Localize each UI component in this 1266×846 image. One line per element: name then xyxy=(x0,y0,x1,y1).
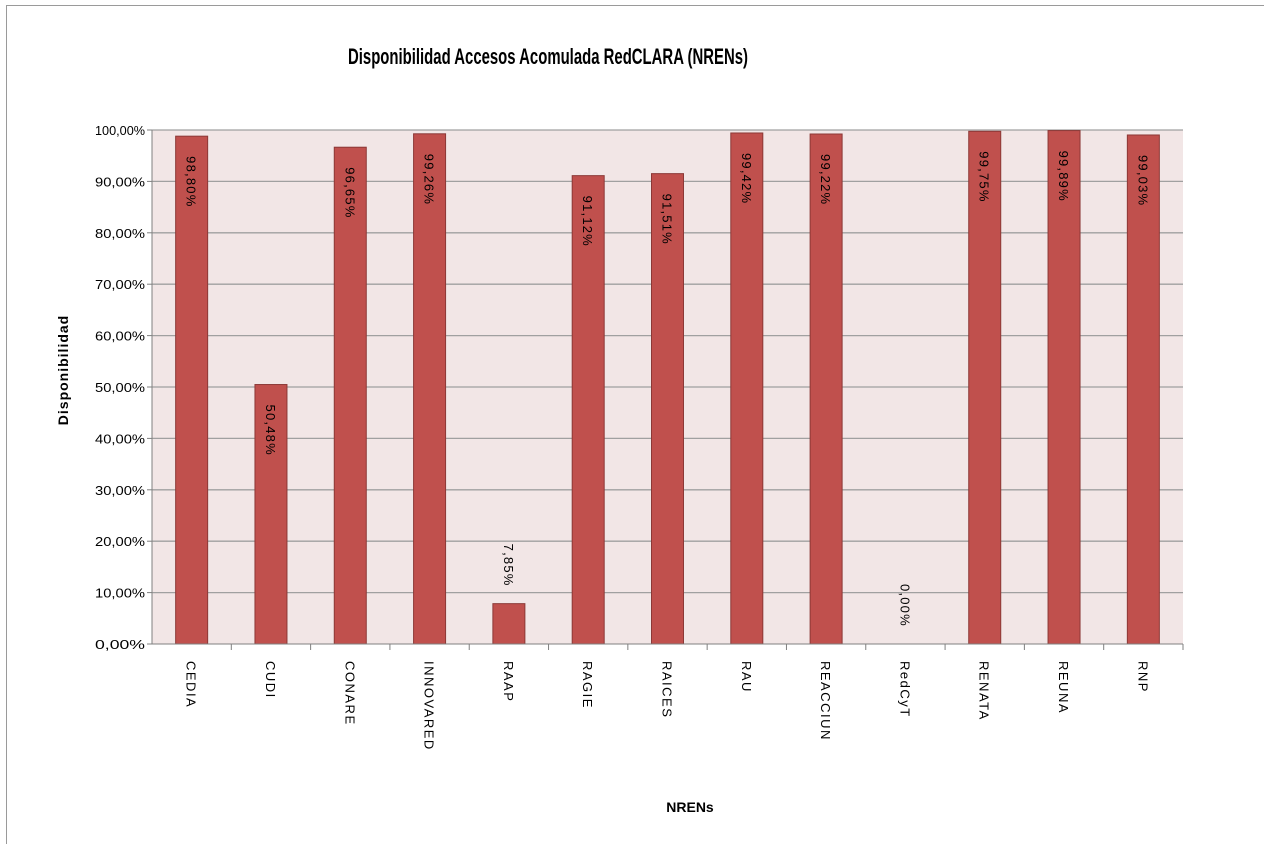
y-tick-label: 50,00% xyxy=(95,380,145,395)
y-tick-label: 80,00% xyxy=(95,226,145,241)
x-tick-label: RAICES xyxy=(660,661,675,718)
y-axis-label: Disponibilidad xyxy=(55,315,71,425)
bar xyxy=(809,133,843,645)
x-tick-labels: CEDIA CUDI CONARE INNOVARED RAAP RAGIE RAICES R… xyxy=(184,661,1151,751)
bar xyxy=(254,384,288,645)
data-label: 96,65% xyxy=(342,167,357,218)
x-tick-label: RNP xyxy=(1135,661,1150,693)
data-label: 99,89% xyxy=(1056,151,1071,202)
bar xyxy=(413,133,447,645)
data-label: 99,22% xyxy=(818,154,833,205)
data-label: 0,00% xyxy=(897,584,912,627)
chart-frame xyxy=(6,5,1264,844)
bar xyxy=(730,132,764,645)
data-labels: 98,80% 50,48% 96,65% 99,26% 7,85% 91,12% 91,51… xyxy=(184,151,1151,627)
x-tick-label: CEDIA xyxy=(184,661,199,708)
x-tick-label: RENATA xyxy=(977,661,992,721)
data-label: 99,75% xyxy=(977,151,992,202)
data-label: 99,03% xyxy=(1135,155,1150,206)
x-tick-label: INNOVARED xyxy=(422,661,437,751)
data-label: 50,48% xyxy=(263,405,278,456)
x-tick-label: REACCIUN xyxy=(818,661,833,741)
bar xyxy=(492,603,526,645)
bar xyxy=(175,135,209,645)
y-tick-label: 30,00% xyxy=(95,483,145,498)
x-tick-label: CUDI xyxy=(263,661,278,699)
y-tick-labels: 0,00% 10,00% 20,00% 30,00% 40,00% 50,00% 60,00… xyxy=(95,123,146,652)
bar xyxy=(968,130,1002,645)
data-label: 91,51% xyxy=(660,194,675,245)
y-tick-label: 100,00% xyxy=(95,123,145,138)
x-tick-label: RAGIE xyxy=(580,661,595,709)
y-tick-label: 90,00% xyxy=(95,174,145,189)
data-label: 91,12% xyxy=(580,196,595,247)
axes xyxy=(147,129,1184,650)
y-tick-label: 40,00% xyxy=(95,431,145,446)
x-axis-label: NRENs xyxy=(666,799,714,815)
bar xyxy=(651,173,684,645)
y-tick-label: 0,00% xyxy=(95,637,146,652)
x-tick-label: RAU xyxy=(739,661,754,693)
x-tick-label: REUNA xyxy=(1056,661,1071,714)
bar xyxy=(1047,130,1081,645)
data-label: 7,85% xyxy=(501,544,516,587)
data-label: 98,80% xyxy=(184,156,199,207)
x-tick-label: CONARE xyxy=(342,661,357,726)
x-tick-label: RAAP xyxy=(501,661,516,702)
y-tick-label: 70,00% xyxy=(95,277,145,292)
data-label: 99,26% xyxy=(422,154,437,205)
y-tick-label: 60,00% xyxy=(95,329,145,344)
bar xyxy=(571,175,605,645)
chart-title: Disponibilidad Accesos Acomulada RedCLAR… xyxy=(348,44,748,69)
bar xyxy=(1126,134,1160,645)
data-label: 99,42% xyxy=(739,153,754,204)
x-tick-label: RedCyT xyxy=(897,661,912,718)
bar xyxy=(333,146,367,645)
bars xyxy=(175,130,1160,645)
y-tick-label: 20,00% xyxy=(95,534,145,549)
y-tick-label: 10,00% xyxy=(95,586,145,601)
